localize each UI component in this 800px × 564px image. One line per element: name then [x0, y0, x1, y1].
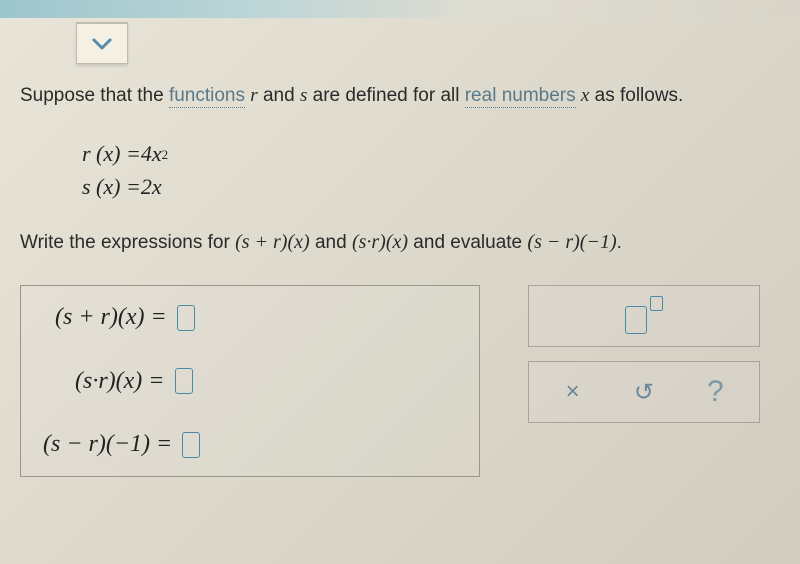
intro-suffix: as follows. — [589, 85, 683, 106]
function-definitions: r (x) = 4x2 s (x) = 2x — [82, 137, 780, 203]
intro-prefix: Suppose that the — [20, 85, 169, 106]
task-t2: and — [310, 232, 352, 253]
answer-box: (s + r)(x) = (s·r)(x) = (s − r)(−1) = — [20, 285, 480, 477]
reset-button[interactable]: ↺ — [616, 370, 672, 414]
intro-mid3: are defined for all — [307, 85, 464, 106]
link-functions[interactable]: functions — [169, 85, 245, 108]
r-exp: 2 — [162, 145, 169, 165]
help-button[interactable]: ? — [687, 370, 743, 414]
chevron-down-icon — [91, 37, 113, 51]
intro-text: Suppose that the functions r and s are d… — [20, 82, 780, 111]
answer-label-3: (s − r)(−1) = — [43, 431, 172, 458]
def-s: s (x) = 2x — [82, 170, 780, 203]
tool-bottom-box: × ↺ ? — [528, 361, 760, 423]
task-text: Write the expressions for (s + r)(x) and… — [20, 227, 780, 258]
task-expr2: (s·r)(x) — [352, 231, 408, 253]
answer-input-2[interactable] — [175, 368, 193, 394]
r-rhs-coef: 4x — [141, 137, 162, 170]
answer-row-3: (s − r)(−1) = — [43, 431, 457, 458]
exponent-template-button[interactable] — [621, 296, 667, 336]
var-r: r — [250, 85, 257, 106]
r-lhs: r (x) = — [82, 137, 141, 170]
top-gradient-bar — [0, 0, 800, 18]
exponent-base-icon — [625, 306, 647, 334]
task-t3: and evaluate — [408, 232, 527, 253]
task-t4: . — [617, 232, 622, 253]
tool-top-box — [528, 285, 760, 347]
answer-label-1: (s + r)(x) = — [55, 304, 167, 331]
def-r: r (x) = 4x2 — [82, 137, 780, 170]
s-rhs: 2x — [141, 170, 162, 203]
task-expr1: (s + r)(x) — [235, 231, 310, 253]
answer-input-1[interactable] — [177, 305, 195, 331]
clear-button[interactable]: × — [545, 370, 601, 414]
answer-row-1: (s + r)(x) = — [43, 304, 457, 331]
answer-input-3[interactable] — [182, 432, 200, 458]
help-icon: ? — [707, 375, 724, 409]
s-lhs: s (x) = — [82, 170, 141, 203]
answer-label-2: (s·r)(x) = — [75, 368, 165, 395]
exponent-exp-icon — [650, 296, 663, 311]
intro-mid2: and — [258, 85, 300, 106]
lower-row: (s + r)(x) = (s·r)(x) = (s − r)(−1) = — [20, 285, 780, 477]
reset-icon: ↺ — [634, 378, 654, 407]
link-real-numbers[interactable]: real numbers — [465, 85, 576, 108]
tool-panel: × ↺ ? — [528, 285, 760, 423]
answer-row-2: (s·r)(x) = — [43, 368, 457, 395]
collapse-button[interactable] — [76, 22, 128, 64]
problem-content: Suppose that the functions r and s are d… — [20, 82, 780, 477]
task-expr3: (s − r)(−1) — [527, 231, 616, 253]
task-t1: Write the expressions for — [20, 232, 235, 253]
x-icon: × — [566, 378, 580, 406]
